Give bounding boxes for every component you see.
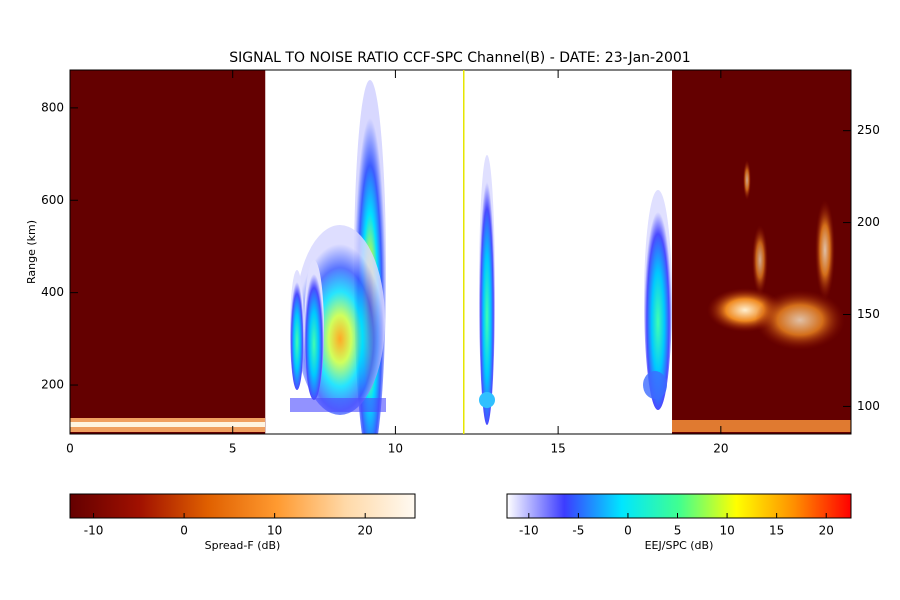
echo-blob (290, 270, 304, 390)
colorbar-tick-label: 15 (769, 524, 784, 538)
colorbar-tick-label: -10 (519, 524, 539, 538)
colorbar-label: Spread-F (dB) (205, 539, 281, 552)
y-tick-label: 600 (41, 193, 64, 207)
colorbar-tick-label: 10 (719, 524, 734, 538)
y2-tick-label: 100 (857, 399, 880, 413)
x-tick-label: 20 (713, 442, 728, 456)
y2-tick-label: 150 (857, 307, 880, 321)
y-tick-label: 200 (41, 378, 64, 392)
echo-blob (643, 371, 667, 399)
ground-echo (672, 420, 851, 432)
colorbar-tick-label: 0 (180, 524, 188, 538)
y-tick-label: 400 (41, 285, 64, 299)
echo-blob (304, 260, 324, 400)
colorbar (506, 493, 852, 519)
echo-blob (479, 155, 495, 425)
colorbar (69, 493, 416, 519)
colorbar-label: EEJ/SPC (dB) (645, 539, 714, 552)
colorbar-tick-label: -5 (572, 524, 584, 538)
spread-f-layer (70, 70, 851, 434)
echo-blob (479, 392, 495, 408)
spread-f-echo (815, 200, 835, 300)
y-tick-label: 800 (41, 100, 64, 114)
colorbar-tick-label: -10 (84, 524, 104, 538)
echo-blob (644, 190, 672, 410)
chart-title: SIGNAL TO NOISE RATIO CCF-SPC Channel(B)… (229, 50, 690, 66)
y2-tick-label: 200 (857, 215, 880, 229)
colorbar-tick-label: 20 (358, 524, 373, 538)
colorbar-tick-label: 0 (624, 524, 632, 538)
y2-tick-label: 250 (857, 123, 880, 137)
x-tick-label: 5 (229, 442, 237, 456)
spread-f-window (70, 70, 266, 434)
ground-echo (70, 422, 265, 427)
x-tick-label: 15 (550, 442, 565, 456)
colorbar-tick-label: 10 (267, 524, 282, 538)
echo-texture (70, 80, 851, 434)
spread-f-echo (743, 160, 751, 200)
spread-f-echo (755, 290, 845, 350)
echo-blob (290, 398, 386, 412)
x-tick-label: 10 (388, 442, 403, 456)
x-tick-label: 0 (66, 442, 74, 456)
colorbar-tick-label: 5 (674, 524, 682, 538)
y-axis-label: Range (km) (25, 220, 38, 284)
plot-frame (69, 69, 852, 435)
colorbar-tick-label: 20 (819, 524, 834, 538)
spread-f-echo (752, 225, 768, 295)
